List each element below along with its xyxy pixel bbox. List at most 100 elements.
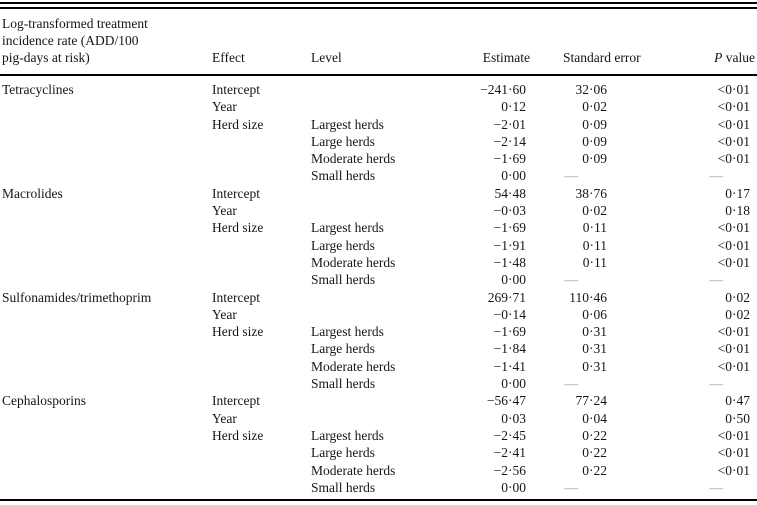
cell-standard-error: 32·06 — [575, 82, 608, 97]
cell-antimicrobial-class: Tetracyclines — [2, 82, 74, 97]
cell-effect — [210, 479, 310, 496]
cell-antimicrobial-class — [0, 133, 210, 150]
cell-antimicrobial-class — [0, 150, 210, 167]
cell-antimicrobial-class — [0, 202, 210, 219]
stub-header: Log-transformed treatment incidence rate… — [0, 15, 210, 66]
cell-antimicrobial-class — [0, 479, 210, 496]
cell-level: Large herds — [311, 445, 375, 461]
cell-antimicrobial-class: Macrolides — [2, 185, 63, 201]
cell-antimicrobial-class: Sulfonamides/trimethoprim — [2, 289, 152, 305]
cell-level — [310, 185, 425, 202]
cell-level: Small herds — [311, 168, 376, 184]
cell-level: Small herds — [311, 272, 376, 288]
table-row: Large herds −2·41 0·22 <0·01 — [0, 444, 757, 461]
cell-effect: Year — [212, 306, 237, 322]
cell-estimate: 0·00 — [501, 376, 526, 392]
table-row: Year −0·03 0·02 0·18 — [0, 202, 757, 219]
cell-standard-error: 0·11 — [582, 254, 607, 270]
cell-effect — [210, 271, 310, 288]
table-row: Macrolides Intercept 54·48 38·76 0·17 — [0, 185, 757, 202]
cell-effect: Herd size — [212, 116, 264, 132]
cell-estimate: −2·41 — [493, 445, 526, 461]
cell-level — [310, 289, 425, 306]
cell-p-value: <0·01 — [717, 427, 750, 443]
table-row: Cephalosporins Intercept −56·47 77·24 0·47 — [0, 392, 757, 409]
cell-estimate: 54·48 — [494, 185, 527, 201]
cell-p-value: <0·01 — [717, 341, 750, 357]
cell-antimicrobial-class — [0, 462, 210, 479]
cell-estimate: −1·69 — [493, 151, 526, 167]
bottom-rule — [0, 499, 757, 502]
cell-p-value: <0·01 — [717, 445, 750, 461]
cell-p-value: <0·01 — [717, 324, 750, 340]
cell-estimate: 0·00 — [501, 272, 526, 288]
cell-effect: Intercept — [212, 82, 260, 97]
cell-estimate: −2·45 — [493, 427, 526, 443]
cell-p-value: — — [709, 272, 724, 288]
cell-antimicrobial-class — [0, 254, 210, 271]
cell-standard-error: 0·09 — [582, 133, 607, 149]
cell-effect — [210, 375, 310, 392]
cell-effect — [210, 340, 310, 357]
cell-effect: Intercept — [212, 393, 260, 409]
cell-level — [310, 202, 425, 219]
cell-antimicrobial-class — [0, 444, 210, 461]
table-row: Small herds 0·00 — — — [0, 167, 757, 184]
cell-p-value: 0·02 — [725, 289, 750, 305]
header-separator-rule — [0, 74, 757, 76]
cell-standard-error: 0·02 — [582, 99, 607, 115]
cell-estimate: −1·41 — [493, 358, 526, 374]
cell-effect: Year — [212, 410, 237, 426]
cell-level — [310, 392, 425, 409]
cell-effect — [210, 150, 310, 167]
cell-estimate: −241·60 — [480, 82, 526, 97]
cell-antimicrobial-class — [0, 237, 210, 254]
cell-estimate: −0·03 — [493, 203, 526, 219]
cell-standard-error: 0·22 — [582, 445, 607, 461]
cell-effect — [210, 237, 310, 254]
cell-level: Largest herds — [311, 427, 384, 443]
table-row: Year 0·12 0·02 <0·01 — [0, 98, 757, 115]
cell-standard-error: — — [564, 168, 579, 184]
cell-p-value: 0·02 — [725, 306, 750, 322]
cell-estimate: −1·69 — [493, 220, 526, 236]
cell-level: Largest herds — [311, 220, 384, 236]
cell-standard-error: 0·11 — [582, 220, 607, 236]
cell-effect: Intercept — [212, 289, 260, 305]
cell-p-value: 0·50 — [725, 410, 750, 426]
cell-effect — [210, 254, 310, 271]
cell-level — [310, 81, 425, 98]
table-row: Small herds 0·00 — — — [0, 375, 757, 392]
cell-p-value: 0·18 — [725, 203, 750, 219]
table-row: Moderate herds −1·69 0·09 <0·01 — [0, 150, 757, 167]
cell-level: Moderate herds — [311, 462, 396, 478]
cell-estimate: 0·12 — [501, 99, 526, 115]
cell-estimate: 0·00 — [501, 168, 526, 184]
table-row: Moderate herds −1·48 0·11 <0·01 — [0, 254, 757, 271]
cell-estimate: −1·48 — [493, 254, 526, 270]
cell-standard-error: 0·31 — [582, 341, 607, 357]
cell-antimicrobial-class — [0, 306, 210, 323]
stub-header-line: pig-days at risk) — [2, 50, 90, 65]
column-header-standard-error: Standard error — [563, 50, 641, 65]
cell-antimicrobial-class — [0, 340, 210, 357]
cell-standard-error: 0·09 — [582, 116, 607, 132]
cell-level: Large herds — [311, 133, 375, 149]
cell-p-value: <0·01 — [717, 99, 750, 115]
table-row: Herd size Largest herds −1·69 0·11 <0·01 — [0, 219, 757, 236]
cell-antimicrobial-class — [0, 167, 210, 184]
cell-standard-error: 0·09 — [582, 151, 607, 167]
cell-p-value: — — [709, 479, 724, 495]
cell-antimicrobial-class — [0, 271, 210, 288]
table-row: Year −0·14 0·06 0·02 — [0, 306, 757, 323]
cell-p-value: <0·01 — [717, 116, 750, 132]
table-row: Large herds −1·91 0·11 <0·01 — [0, 237, 757, 254]
cell-antimicrobial-class — [0, 358, 210, 375]
cell-standard-error: 0·11 — [582, 237, 607, 253]
cell-antimicrobial-class: Cephalosporins — [2, 393, 86, 409]
cell-effect: Intercept — [212, 185, 260, 201]
cell-effect — [210, 444, 310, 461]
cell-estimate: −2·01 — [493, 116, 526, 132]
cell-effect — [210, 462, 310, 479]
